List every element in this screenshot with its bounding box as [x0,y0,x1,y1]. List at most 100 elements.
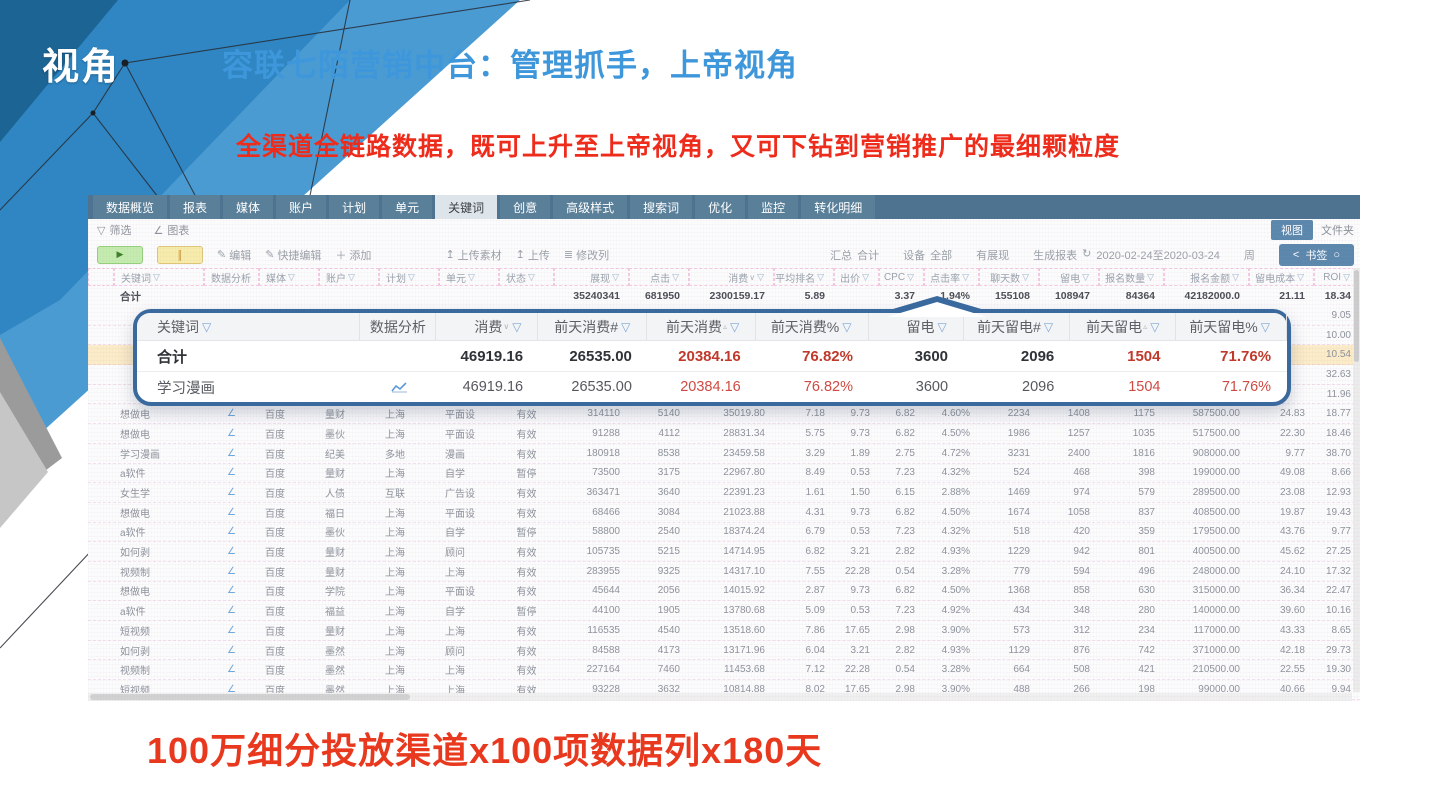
funnel-icon[interactable]: ▽ [1043,319,1054,334]
callout-column-header[interactable]: 前天留电% ▽ [1176,313,1287,340]
table-row[interactable]: 视频制 ∠ 百度 量财 上海 上海 有效 283955 9325 14317.10 7.55 22.2… [88,562,1360,582]
play-button[interactable]: ▶ [97,245,143,264]
callout-column-header[interactable]: 留电 ▽ [869,313,964,340]
funnel-icon[interactable]: ▽ [288,271,295,282]
funnel-icon[interactable]: ▽ [408,271,415,282]
column-header[interactable]: 出价 ▽ [834,268,879,286]
line-chart-icon[interactable]: ∠ [227,506,236,518]
funnel-icon[interactable]: ▽ [1022,271,1029,282]
funnel-icon[interactable]: ▽ [1150,319,1160,334]
table-row[interactable]: a软件 ∠ 百度 福益 上海 自学 暂停 44100 1905 13780.68 5.09 0.53 7… [88,601,1360,621]
tab-监控[interactable]: 监控 [748,195,799,219]
tab-优化[interactable]: 优化 [695,195,746,219]
tab-媒体[interactable]: 媒体 [223,195,274,219]
column-header[interactable]: 展现 ▽ [554,268,629,286]
add-button[interactable]: ＋添加 [335,247,371,263]
funnel-icon[interactable]: ▽ [621,319,631,334]
column-header[interactable]: 数据分析 [204,268,259,286]
callout-column-header[interactable]: 前天消费# ▽ [538,313,648,340]
upload-button[interactable]: ↥ 上传 [515,249,550,262]
funnel-icon[interactable]: ▽ [1297,271,1304,282]
column-header[interactable]: 计划 ▽ [379,268,439,286]
funnel-icon[interactable]: ▽ [153,271,160,282]
callout-column-header[interactable]: 消费 ∨ ▽ [436,313,539,340]
summary-item[interactable]: 有展现 [976,247,1009,263]
callout-column-header[interactable]: 前天消费 ▵ ▽ [647,313,757,340]
column-header[interactable]: 报名金额 ▽ [1164,268,1249,286]
tab-创意[interactable]: 创意 [500,195,551,219]
table-row[interactable]: 学习漫画 ∠ 百度 纪美 多地 漫画 有效 180918 8538 23459.58 3.29 1.8… [88,444,1360,464]
upload-material-button[interactable]: ↥ 上传素材 [445,249,502,262]
line-chart-icon[interactable] [391,381,408,393]
line-chart-icon[interactable]: ∠ [227,526,236,538]
summary-item[interactable]: 生成报表 ↻ 2020-02-24至2020-03-24 [1033,247,1220,263]
column-header[interactable]: 单元 ▽ [439,268,499,286]
quick-edit-button[interactable]: ✎ 快捷编辑 [265,249,322,262]
funnel-icon[interactable]: ▽ [612,271,619,282]
table-row[interactable]: 如何剥 ∠ 百度 量财 上海 顾问 有效 105735 5215 14714.95 6.82 3.21… [88,542,1360,562]
table-row[interactable]: 想做电 ∠ 百度 学院 上海 平面设 有效 45644 2056 14015.92 2.87 9.73… [88,582,1360,602]
funnel-icon[interactable]: ▽ [348,271,355,282]
tab-高级样式[interactable]: 高级样式 [553,195,628,219]
column-header[interactable]: 聊天数 ▽ [979,268,1039,286]
funnel-icon[interactable]: ▽ [1082,271,1089,282]
funnel-icon[interactable]: ▽ [937,319,947,334]
line-chart-icon[interactable]: ∠ [227,644,236,656]
table-row[interactable]: 短视频 ∠ 百度 量财 上海 上海 有效 116535 4540 13518.60 7.86 17.6… [88,621,1360,641]
funnel-icon[interactable]: ▽ [962,271,969,282]
line-chart-icon[interactable]: ∠ [227,487,236,499]
bookmark-button[interactable]: < 书签 ○ [1278,243,1354,266]
callout-column-header[interactable]: 关键词 ▽ [137,313,361,340]
callout-data-row[interactable]: 学习漫画 46919.16 26535.00 20384.16 76.82% 3600 20… [137,372,1287,402]
funnel-icon[interactable]: ▽ [1260,319,1270,334]
funnel-icon[interactable]: ▽ [468,271,475,282]
summary-item[interactable]: 汇总 合计 [830,247,879,263]
line-chart-icon[interactable]: ∠ [227,565,236,577]
table-row[interactable]: 女生学 ∠ 百度 人债 互联 广告设 有效 363471 3640 22391.23 1.61 1.5… [88,483,1360,503]
table-row[interactable]: 想做电 ∠ 百度 墨伙 上海 平面设 有效 91288 4112 28831.34 5.75 9.73… [88,424,1360,444]
modify-columns-button[interactable]: ≣ 修改列 [563,249,610,262]
column-header[interactable]: 状态 ▽ [499,268,554,286]
funnel-icon[interactable]: ▽ [757,271,764,282]
funnel-icon[interactable]: ▽ [1147,271,1154,282]
callout-column-header[interactable]: 前天消费% ▽ [756,313,869,340]
table-row[interactable]: a软件 ∠ 百度 墨伙 上海 自学 暂停 58800 2540 18374.24 6.79 0.53 7… [88,523,1360,543]
tab-转化明细[interactable]: 转化明细 [801,195,876,219]
funnel-icon[interactable]: ▽ [729,319,740,334]
line-chart-icon[interactable]: ∠ [227,427,236,439]
column-header[interactable]: 点击率 ▽ [924,268,979,286]
tab-报表[interactable]: 报表 [170,195,221,219]
column-header[interactable] [88,268,114,286]
vertical-scrollbar-thumb[interactable] [1354,270,1359,362]
funnel-icon[interactable]: ▽ [862,271,869,282]
line-chart-icon[interactable]: ∠ [227,408,236,420]
funnel-icon[interactable]: ▽ [817,271,824,282]
tab-账户[interactable]: 账户 [276,195,327,219]
line-chart-icon[interactable]: ∠ [227,546,236,558]
summary-item[interactable]: 周 [1244,247,1255,263]
table-row[interactable]: a软件 ∠ 百度 量财 上海 自学 暂停 73500 3175 22967.80 8.49 0.53 7… [88,464,1360,484]
column-header[interactable]: 媒体 ▽ [259,268,319,286]
tab-单元[interactable]: 单元 [382,195,433,219]
column-header[interactable]: CPC ▽ [879,268,924,286]
tab-搜索词[interactable]: 搜索词 [630,195,693,219]
filter-button[interactable]: ▽ 筛选 [97,224,132,238]
column-header[interactable]: 消费 ∨ ▽ [689,268,774,286]
funnel-icon[interactable]: ▽ [512,319,522,334]
column-header[interactable]: 关键词 ▽ [114,268,204,286]
column-header[interactable]: 平均排名 ▽ [774,268,834,286]
table-row[interactable]: 想做电 ∠ 百度 福日 上海 平面设 有效 68466 3084 21023.88 4.31 9.73… [88,503,1360,523]
pause-button[interactable]: ║ [157,245,203,264]
table-row[interactable]: 视频制 ∠ 百度 墨然 上海 上海 有效 227164 7460 11453.68 7.12 22.2… [88,660,1360,681]
funnel-icon[interactable]: ▽ [842,319,852,334]
column-header[interactable]: 报名数量 ▽ [1099,268,1164,286]
funnel-icon[interactable]: ▽ [907,271,914,282]
callout-column-header[interactable]: 前天留电# ▽ [964,313,1071,340]
funnel-icon[interactable]: ▽ [202,319,212,334]
edit-button[interactable]: ✎ 编辑 [217,249,252,262]
line-chart-icon[interactable]: ∠ [227,467,236,479]
table-row[interactable]: 想做电 ∠ 百度 量财 上海 平面设 有效 314110 5140 35019.80 7.18 9.7… [88,404,1360,425]
chart-button[interactable]: ∠ 图表 [153,224,190,238]
tab-数据概览[interactable]: 数据概览 [93,195,168,219]
vertical-scrollbar[interactable] [1353,268,1360,692]
